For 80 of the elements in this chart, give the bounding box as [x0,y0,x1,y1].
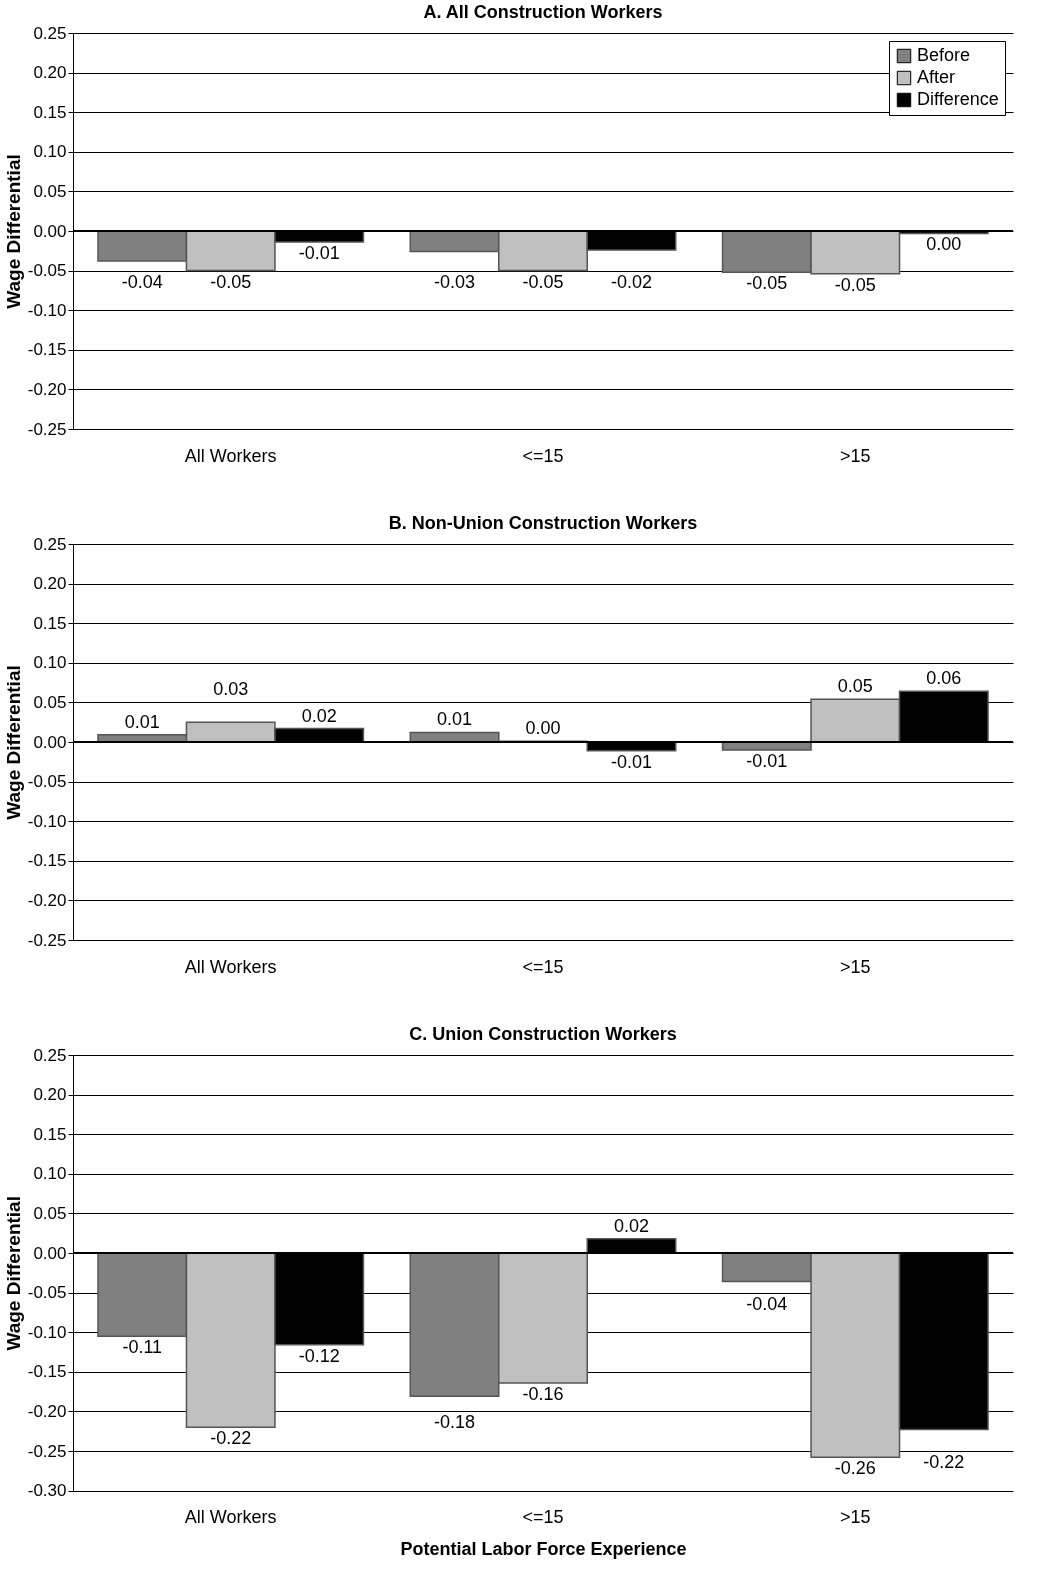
x-tick-label: <=15 [522,1507,564,1528]
data-label: -0.05 [522,271,564,292]
y-tick-label: -0.25 [27,1441,67,1461]
y-tick-label: 0.20 [33,1085,67,1105]
data-label: -0.03 [434,271,476,292]
legend-label: After [917,67,956,87]
data-label: -0.22 [210,1428,252,1449]
data-label: 0.00 [525,718,561,739]
y-tick-label: 0.20 [33,63,67,83]
data-label: -0.05 [834,274,876,295]
y-tick-label: -0.05 [27,1283,67,1303]
chart-title: C. Union Construction Workers [409,1024,677,1044]
y-tick-label: 0.10 [33,653,67,673]
x-tick-label: All Workers [184,1507,277,1528]
chart-title: B. Non-Union Construction Workers [388,513,698,533]
data-label: -0.01 [746,750,788,771]
y-tick-label: -0.05 [27,261,67,281]
data-label: -0.18 [434,1412,476,1433]
data-label: -0.22 [923,1452,965,1472]
y-tick-label: 0.25 [33,534,67,554]
y-tick-label: 0.10 [33,1164,67,1184]
y-tick-label: -0.10 [27,300,67,320]
y-tick-label: 0.00 [33,221,67,241]
data-label: 0.03 [213,679,249,700]
y-tick-label: 0.05 [33,181,67,201]
data-label: -0.04 [746,1293,788,1314]
data-label: -0.05 [746,273,788,294]
y-axis-title: Wage Differential [2,154,24,309]
data-label: 0.00 [926,234,962,255]
y-tick-label: -0.15 [27,1362,67,1382]
x-tick-label: <=15 [522,445,564,466]
y-tick-label: 0.05 [33,692,67,712]
y-tick-label: 0.15 [33,102,67,122]
chart-title: A. All Construction Workers [423,2,663,22]
x-tick-label: >15 [840,445,871,466]
y-tick-label: -0.15 [27,340,67,360]
data-label: -0.26 [834,1458,876,1479]
y-tick-label: -0.30 [27,1481,67,1501]
data-label: 0.05 [837,676,873,697]
x-tick-label: <=15 [522,956,564,977]
data-label: -0.11 [122,1337,163,1358]
data-label: -0.01 [298,243,340,264]
y-tick-label: 0.15 [33,1124,67,1144]
y-tick-label: 0.00 [33,732,67,752]
y-axis-title: Wage Differential [2,665,24,820]
data-label: 0.01 [436,709,473,730]
y-tick-label: 0.25 [33,23,67,43]
y-tick-label: -0.20 [27,379,67,399]
y-axis-title: Wage Differential [2,1196,24,1351]
y-tick-label: -0.25 [27,419,67,439]
data-label: -0.04 [121,271,163,292]
data-label: 0.01 [124,711,160,732]
y-tick-label: 0.15 [33,613,67,633]
data-label: -0.02 [610,271,652,292]
x-axis-title: Potential Labor Force Experience [400,1539,687,1560]
y-tick-label: -0.10 [27,1322,67,1342]
y-tick-label: -0.20 [27,1401,67,1421]
data-label: -0.01 [610,751,652,772]
x-tick-label: >15 [840,1507,871,1528]
data-label: 0.02 [613,1215,650,1236]
y-tick-label: -0.20 [27,890,67,910]
y-tick-label: 0.05 [33,1203,67,1223]
y-tick-label: 0.00 [33,1243,67,1263]
y-tick-label: 0.10 [33,142,67,162]
x-tick-label: >15 [840,956,871,977]
data-label: -0.12 [298,1345,340,1366]
data-label: 0.06 [926,668,962,689]
data-label: 0.02 [301,705,337,726]
legend-label: Difference [917,89,999,109]
data-label: -0.16 [522,1383,564,1404]
y-tick-label: 0.20 [33,574,67,594]
y-tick-label: -0.10 [27,811,67,831]
y-tick-label: -0.15 [27,851,67,871]
y-tick-label: -0.05 [27,772,67,792]
y-tick-label: -0.25 [27,930,67,950]
data-label: -0.05 [210,271,252,292]
x-tick-label: All Workers [184,445,277,466]
x-tick-label: All Workers [184,956,277,977]
legend-label: Before [917,45,971,65]
y-tick-label: 0.25 [33,1045,67,1065]
